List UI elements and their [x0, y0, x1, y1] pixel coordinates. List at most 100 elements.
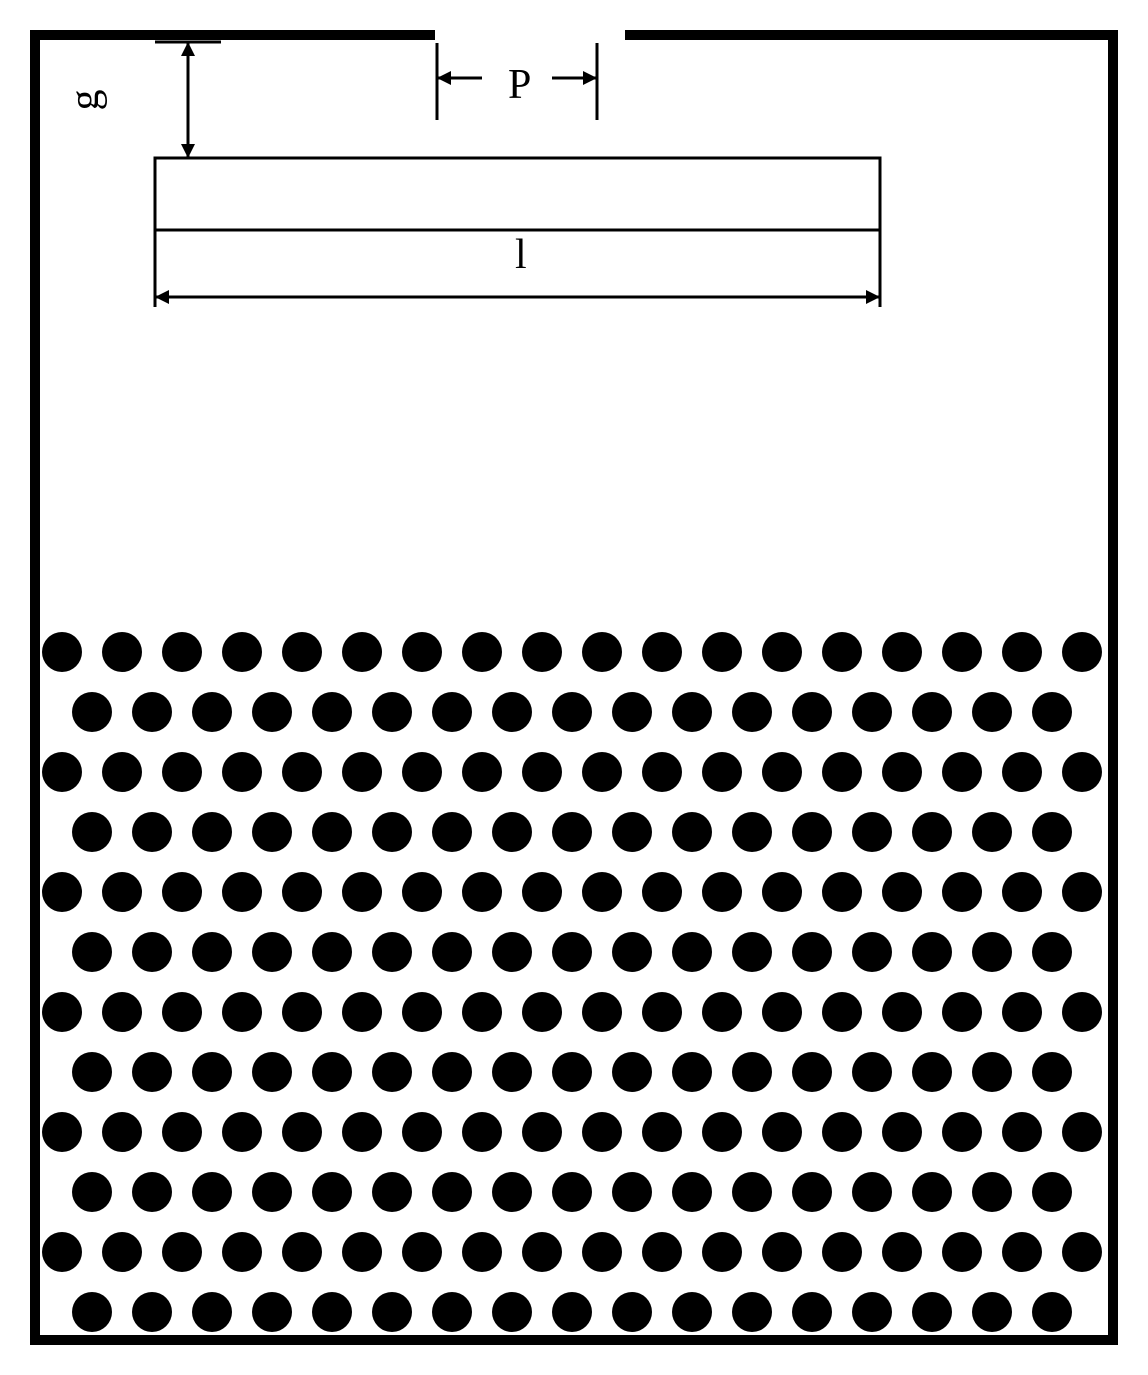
- particle: [822, 1112, 862, 1152]
- particle: [852, 932, 892, 972]
- particle: [102, 992, 142, 1032]
- particle: [252, 692, 292, 732]
- particle: [42, 1112, 82, 1152]
- particle: [792, 1172, 832, 1212]
- particle: [1002, 752, 1042, 792]
- particle: [192, 1292, 232, 1332]
- particle: [312, 1172, 352, 1212]
- particle: [522, 1112, 562, 1152]
- particle: [642, 1112, 682, 1152]
- particle: [402, 872, 442, 912]
- particle: [912, 692, 952, 732]
- particle: [882, 992, 922, 1032]
- particle: [672, 1172, 712, 1212]
- particle: [42, 632, 82, 672]
- particle: [492, 1172, 532, 1212]
- particle: [792, 812, 832, 852]
- particle: [72, 1172, 112, 1212]
- particle: [282, 1232, 322, 1272]
- block: [155, 158, 880, 230]
- particle: [462, 1232, 502, 1272]
- particle: [102, 1232, 142, 1272]
- particle: [222, 752, 262, 792]
- particle: [192, 1052, 232, 1092]
- particle: [192, 812, 232, 852]
- particle: [852, 1292, 892, 1332]
- particle: [732, 932, 772, 972]
- particle: [822, 1232, 862, 1272]
- particle: [432, 692, 472, 732]
- particle: [522, 752, 562, 792]
- particle: [162, 872, 202, 912]
- particle: [552, 932, 592, 972]
- particle: [492, 1052, 532, 1092]
- particle: [972, 932, 1012, 972]
- particle: [792, 1052, 832, 1092]
- particle: [972, 812, 1012, 852]
- particle: [162, 752, 202, 792]
- particle: [342, 992, 382, 1032]
- particle: [642, 992, 682, 1032]
- particle: [942, 992, 982, 1032]
- particle: [612, 812, 652, 852]
- particle: [1032, 1052, 1072, 1092]
- particle: [912, 812, 952, 852]
- particle: [1032, 1292, 1072, 1332]
- particle: [462, 752, 502, 792]
- particle: [252, 1172, 292, 1212]
- particle: [762, 872, 802, 912]
- particle: [642, 632, 682, 672]
- arrowhead: [181, 42, 195, 56]
- particle: [792, 692, 832, 732]
- particle: [612, 932, 652, 972]
- particle: [882, 872, 922, 912]
- particle: [612, 1052, 652, 1092]
- particle: [942, 872, 982, 912]
- particle: [972, 1292, 1012, 1332]
- particle: [162, 992, 202, 1032]
- particle: [882, 632, 922, 672]
- particle: [1062, 872, 1102, 912]
- particle: [492, 1292, 532, 1332]
- particle: [462, 872, 502, 912]
- particle: [372, 812, 412, 852]
- particle: [672, 932, 712, 972]
- particle: [882, 1112, 922, 1152]
- particle: [72, 1292, 112, 1332]
- particle: [732, 812, 772, 852]
- diagram-svg: Pgl: [0, 0, 1148, 1375]
- particle: [702, 992, 742, 1032]
- particle: [342, 1232, 382, 1272]
- dimension-g: [155, 42, 221, 158]
- particle: [1062, 632, 1102, 672]
- particle: [672, 812, 712, 852]
- particle: [1002, 1232, 1042, 1272]
- particle: [912, 1052, 952, 1092]
- particle: [222, 872, 262, 912]
- particle: [402, 1232, 442, 1272]
- particle: [222, 632, 262, 672]
- particle: [702, 1112, 742, 1152]
- arrowhead: [437, 71, 451, 85]
- particle: [42, 992, 82, 1032]
- particle: [972, 1172, 1012, 1212]
- particle: [102, 872, 142, 912]
- particle: [132, 1172, 172, 1212]
- particle: [222, 1232, 262, 1272]
- particle: [282, 992, 322, 1032]
- particle: [732, 1172, 772, 1212]
- particle: [312, 812, 352, 852]
- particle: [72, 692, 112, 732]
- particle: [672, 1052, 712, 1092]
- particle: [912, 932, 952, 972]
- particle: [312, 932, 352, 972]
- particle: [642, 752, 682, 792]
- particle: [942, 1232, 982, 1272]
- particle: [402, 632, 442, 672]
- particle: [342, 1112, 382, 1152]
- particle: [312, 692, 352, 732]
- particle: [252, 932, 292, 972]
- particle: [522, 992, 562, 1032]
- arrowhead: [866, 290, 880, 304]
- particle: [852, 1172, 892, 1212]
